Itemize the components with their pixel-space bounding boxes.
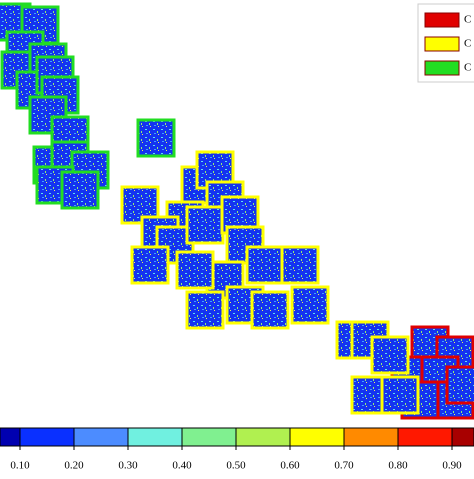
thumbnail [245,245,285,285]
legend-label: C [464,38,471,50]
colorbar-tick-label: 0.20 [64,460,84,472]
thumbnail [60,170,100,210]
legend-swatch [424,36,460,52]
colorbar-tick-label: 0.60 [280,460,300,472]
colorbar-segment [128,428,182,446]
colorbar-segment [74,428,128,446]
colorbar-tick-label: 0.80 [388,460,408,472]
colorbar-segment [344,428,398,446]
colorbar-frame [0,427,474,447]
thumbnail [380,375,420,415]
colorbar-segment [0,428,20,446]
thumbnail [250,290,290,330]
colorbar-segment [398,428,452,446]
thumbnail [290,285,330,325]
colorbar-tick-label: 0.30 [118,460,138,472]
thumbnail [280,245,320,285]
colorbar-tick-label: 0.70 [334,460,354,472]
colorbar-segment [452,428,474,446]
legend: CCC [417,3,474,83]
colorbar-segment [20,428,74,446]
thumbnail [130,245,170,285]
legend-label: C [464,14,471,26]
thumbnail [445,365,474,405]
legend-label: C [464,62,471,74]
thumbnail [370,335,410,375]
thumbnail [136,118,176,158]
legend-swatch [424,12,460,28]
colorbar-segment [182,428,236,446]
colorbar-tick-label: 0.50 [226,460,246,472]
colorbar-tick-label: 0.40 [172,460,192,472]
plot-area [0,2,474,420]
colorbar-segment [290,428,344,446]
colorbar-tick-label: 0.90 [442,460,462,472]
legend-swatch [424,60,460,76]
thumbnail [185,205,225,245]
thumbnail [185,290,225,330]
colorbar-segment [236,428,290,446]
colorbar-tick-label: 0.10 [10,460,30,472]
colorbar: 0.10 0.20 0.30 0.40 0.50 0.60 0.70 0.80 0.90 [0,427,474,472]
thumbnail [175,250,215,290]
